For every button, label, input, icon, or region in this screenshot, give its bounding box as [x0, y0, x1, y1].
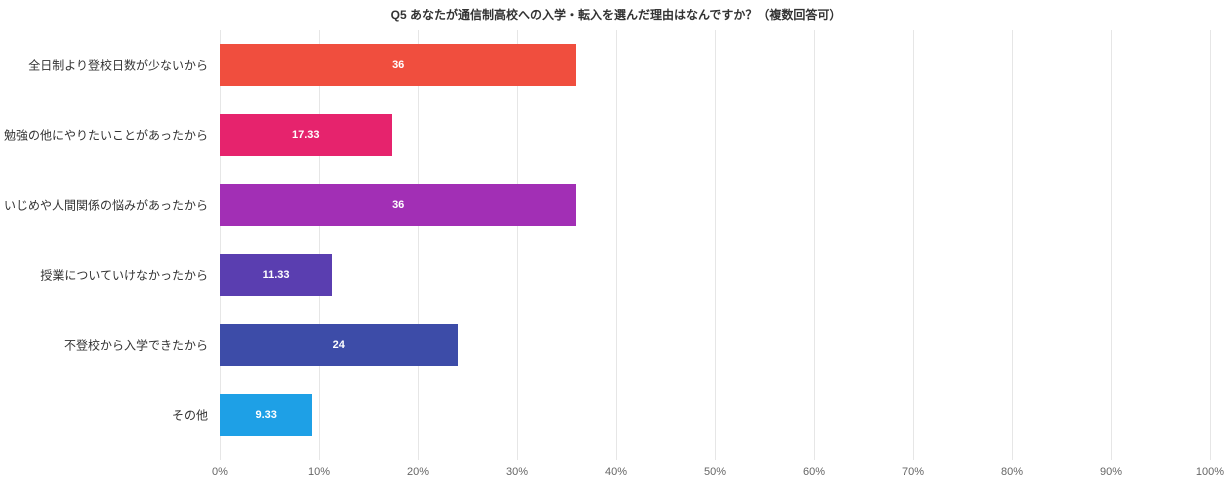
bar-value-label: 36: [220, 184, 576, 226]
category-label: 不登校から入学できたから: [0, 337, 208, 354]
x-tick-label: 40%: [605, 466, 627, 478]
x-tick-label: 80%: [1001, 466, 1023, 478]
chart-title: Q5 あなたが通信制高校への入学・転入を選んだ理由はなんですか？（複数回答可）: [0, 6, 1232, 23]
bar-value-label: 17.33: [220, 114, 392, 156]
survey-bar-chart: Q5 あなたが通信制高校への入学・転入を選んだ理由はなんですか？（複数回答可） …: [0, 0, 1232, 500]
x-tick-label: 60%: [803, 466, 825, 478]
bar-row: 全日制より登校日数が少ないから 36: [220, 30, 1210, 100]
x-tick-label: 10%: [308, 466, 330, 478]
category-label: 全日制より登校日数が少ないから: [0, 57, 208, 74]
x-tick-label: 90%: [1100, 466, 1122, 478]
category-label: 勉強の他にやりたいことがあったから: [0, 127, 208, 144]
bar-value-label: 24: [220, 324, 458, 366]
x-tick-label: 0%: [212, 466, 228, 478]
category-label: 授業についていけなかったから: [0, 267, 208, 284]
bar-row: 不登校から入学できたから 24: [220, 310, 1210, 380]
x-tick-label: 70%: [902, 466, 924, 478]
category-label: その他: [0, 407, 208, 424]
bar: 9.33: [220, 394, 312, 436]
bar: 24: [220, 324, 458, 366]
plot-area: 0% 10% 20% 30% 40% 50% 60% 70% 80% 90% 1…: [220, 30, 1210, 460]
x-tick-label: 30%: [506, 466, 528, 478]
bar-value-label: 36: [220, 44, 576, 86]
bar-row: 授業についていけなかったから 11.33: [220, 240, 1210, 310]
x-tick-label: 100%: [1196, 466, 1224, 478]
x-tick-label: 50%: [704, 466, 726, 478]
bar: 36: [220, 44, 576, 86]
category-label: いじめや人間関係の悩みがあったから: [0, 197, 208, 214]
bar-value-label: 9.33: [220, 394, 312, 436]
grid-line: [1210, 30, 1211, 460]
bar: 11.33: [220, 254, 332, 296]
x-tick-label: 20%: [407, 466, 429, 478]
bar-row: いじめや人間関係の悩みがあったから 36: [220, 170, 1210, 240]
bar-row: その他 9.33: [220, 380, 1210, 450]
bar-value-label: 11.33: [220, 254, 332, 296]
bar-row: 勉強の他にやりたいことがあったから 17.33: [220, 100, 1210, 170]
bar: 17.33: [220, 114, 392, 156]
bar: 36: [220, 184, 576, 226]
